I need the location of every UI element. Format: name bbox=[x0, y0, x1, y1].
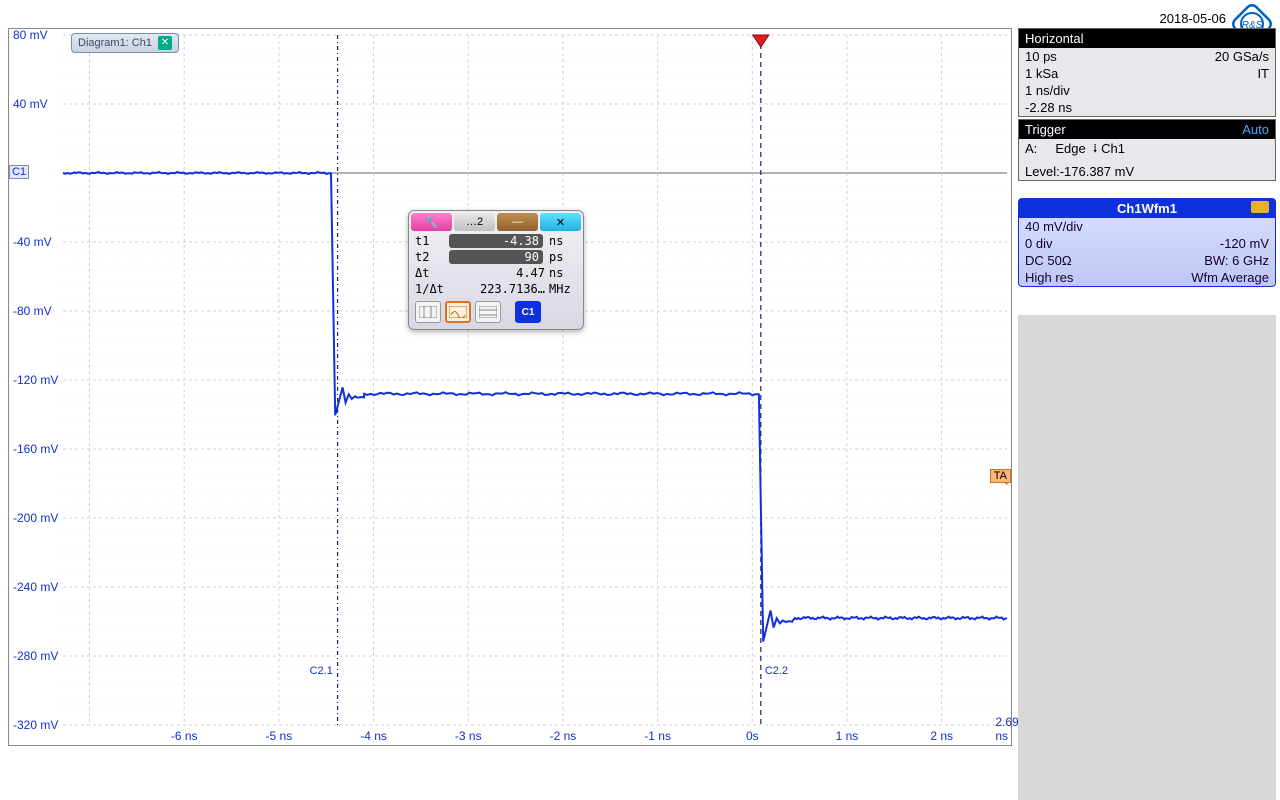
trigger-panel[interactable]: TriggerAuto A: Edge ⭭ Ch1 Level:-176.387… bbox=[1018, 119, 1276, 181]
waveform-canvas bbox=[9, 29, 1013, 747]
measurement-titlebar[interactable]: 🔧 …2 — ✕ bbox=[409, 211, 583, 233]
measurement-index[interactable]: …2 bbox=[454, 213, 495, 231]
channel-ground-marker[interactable]: C1 bbox=[9, 165, 29, 179]
plot-area[interactable]: Diagram1: Ch1 ✕ 80 mV40 mV-40 mV-80 mV-1… bbox=[8, 28, 1012, 746]
close-icon[interactable]: ✕ bbox=[540, 213, 581, 231]
date-text: 2018-05-06 bbox=[1160, 11, 1227, 26]
horizontal-title: Horizontal bbox=[1025, 31, 1084, 46]
horizontal-panel[interactable]: Horizontal 10 ps20 GSa/s 1 kSaIT 1 ns/di… bbox=[1018, 28, 1276, 117]
channel-panel[interactable]: Ch1Wfm1 40 mV/div 0 div-120 mV DC 50ΩBW:… bbox=[1018, 198, 1276, 287]
cursor-2-label: C2.2 bbox=[765, 665, 788, 677]
trigger-mode: Auto bbox=[1242, 122, 1269, 137]
cursor-mode-1-icon[interactable] bbox=[415, 301, 441, 323]
measurement-mode-icons: C1 bbox=[409, 297, 583, 329]
measurement-rows: t1-4.38nst290psΔt4.47ns1/Δt223.7136…MHz bbox=[409, 233, 583, 297]
channel-select-button[interactable]: C1 bbox=[515, 301, 541, 323]
cursor-mode-2-icon[interactable] bbox=[445, 301, 471, 323]
right-sidebar-bg bbox=[1018, 315, 1276, 800]
cursor-1-label: C2.1 bbox=[310, 665, 333, 677]
trigger-title: Trigger bbox=[1025, 122, 1066, 137]
channel-title: Ch1Wfm1 bbox=[1117, 201, 1177, 216]
minimize-icon[interactable] bbox=[1251, 201, 1269, 213]
wrench-icon[interactable]: 🔧 bbox=[411, 213, 452, 231]
diagram-tab[interactable]: Diagram1: Ch1 ✕ bbox=[71, 33, 179, 53]
trigger-level-marker[interactable]: TA bbox=[990, 469, 1011, 483]
cursor-mode-3-icon[interactable] bbox=[475, 301, 501, 323]
diagram-tab-label: Diagram1: Ch1 bbox=[78, 37, 152, 49]
measurement-box[interactable]: 🔧 …2 — ✕ t1-4.38nst290psΔt4.47ns1/Δt223.… bbox=[408, 210, 584, 330]
minimize-icon[interactable]: — bbox=[497, 213, 538, 231]
close-icon[interactable]: ✕ bbox=[158, 36, 172, 50]
